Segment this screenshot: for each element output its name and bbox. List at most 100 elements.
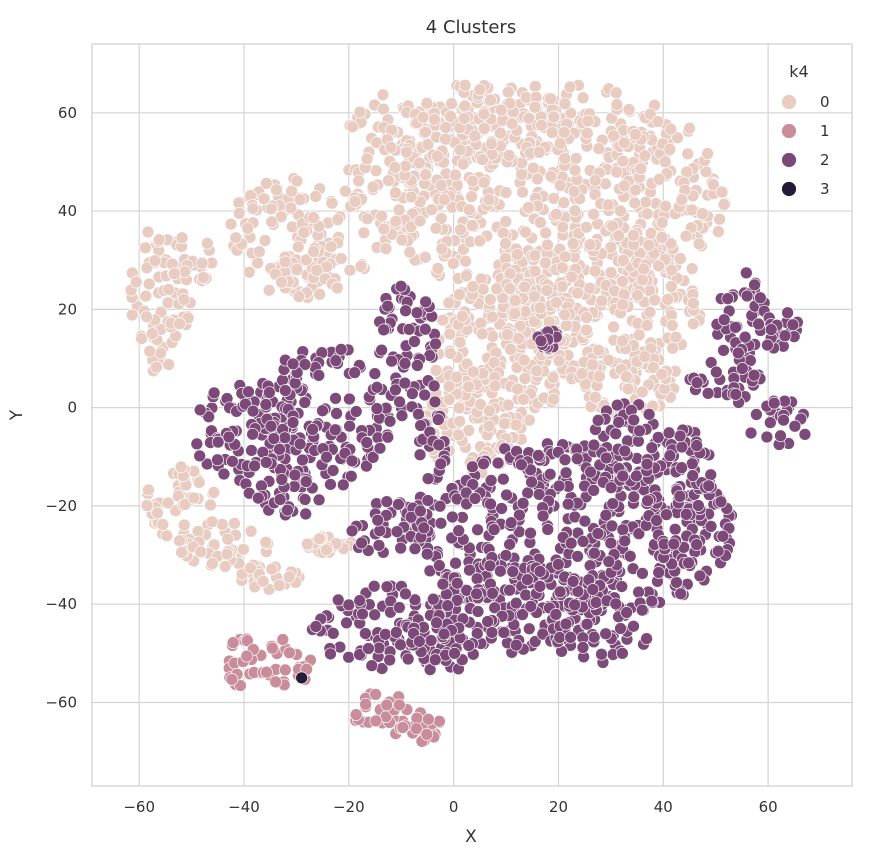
scatter-point-series-2: [571, 550, 584, 563]
scatter-point-series-2: [298, 396, 312, 409]
scatter-point-series-2: [675, 440, 689, 454]
scatter-point-series-2: [559, 617, 573, 631]
scatter-point-series-2: [395, 409, 409, 423]
scatter-point-series-0: [637, 262, 651, 276]
scatter-point-series-0: [452, 401, 466, 415]
scatter-point-series-0: [175, 231, 189, 245]
scatter-point-series-2: [434, 457, 448, 471]
scatter-point-series-0: [540, 284, 554, 297]
scatter-point-series-0: [617, 136, 631, 150]
scatter-point-series-2: [564, 536, 578, 550]
scatter-point-series-0: [517, 393, 530, 406]
scatter-point-series-2: [370, 380, 384, 394]
scatter-point-series-1: [283, 646, 296, 660]
scatter-point-series-0: [334, 252, 348, 265]
scatter-point-series-0: [618, 179, 631, 193]
scatter-point-series-2: [503, 538, 516, 551]
scatter-point-series-0: [576, 91, 590, 105]
scatter-point-series-2: [466, 460, 479, 474]
scatter-point-series-2: [312, 493, 326, 507]
scatter-point-series-0: [282, 570, 296, 584]
scatter-point-series-0: [664, 122, 678, 136]
scatter-point-series-0: [458, 99, 472, 113]
scatter-point-series-0: [360, 212, 374, 226]
scatter-point-series-2: [401, 652, 415, 666]
scatter-point-series-0: [555, 280, 569, 293]
scatter-point-series-0: [241, 222, 255, 235]
scatter-point-series-0: [352, 174, 366, 188]
scatter-point-series-2: [591, 527, 605, 540]
scatter-point-series-0: [442, 380, 456, 393]
scatter-point-series-0: [616, 154, 630, 168]
scatter-point-series-0: [430, 150, 444, 163]
scatter-point-series-0: [501, 398, 515, 412]
scatter-point-series-0: [614, 204, 627, 218]
scatter-point-series-2: [525, 475, 538, 489]
scatter-point-series-0: [140, 261, 154, 275]
scatter-point-series-2: [426, 592, 440, 606]
scatter-point-series-2: [344, 469, 358, 483]
scatter-point-series-2: [353, 594, 367, 607]
scatter-point-series-2: [433, 499, 447, 513]
scatter-point-series-2: [436, 577, 450, 591]
scatter-point-series-2: [470, 572, 484, 586]
scatter-point-series-0: [299, 253, 313, 267]
scatter-point-series-2: [599, 508, 613, 522]
scatter-point-series-0: [452, 428, 465, 442]
scatter-point-series-0: [187, 491, 201, 505]
scatter-point-series-2: [616, 469, 630, 483]
scatter-point-series-2: [747, 368, 761, 382]
scatter-point-series-0: [379, 242, 393, 255]
scatter-point-series-2: [326, 626, 340, 640]
scatter-point-series-0: [544, 92, 557, 106]
scatter-point-series-2: [394, 638, 407, 652]
scatter-point-series-2: [570, 452, 584, 466]
scatter-point-series-2: [417, 521, 431, 535]
scatter-point-series-0: [156, 518, 170, 531]
scatter-point-series-0: [162, 283, 175, 296]
scatter-point-series-2: [450, 576, 464, 590]
scatter-point-series-2: [536, 509, 550, 523]
scatter-point-series-0: [453, 335, 467, 349]
scatter-point-series-0: [404, 220, 418, 234]
scatter-point-series-0: [473, 234, 487, 248]
scatter-point-series-2: [419, 295, 433, 309]
scatter-point-series-0: [544, 169, 558, 183]
scatter-point-series-0: [476, 153, 489, 167]
scatter-point-series-2: [642, 407, 656, 421]
scatter-point-series-2: [471, 523, 484, 537]
scatter-point-series-0: [592, 343, 605, 357]
scatter-point-series-2: [632, 585, 645, 599]
scatter-point-series-2: [259, 456, 273, 469]
scatter-point-series-0: [530, 364, 544, 378]
scatter-point-series-0: [257, 192, 271, 206]
scatter-point-series-1: [369, 714, 383, 728]
scatter-point-series-0: [178, 497, 192, 511]
scatter-point-series-0: [503, 282, 517, 295]
scatter-point-series-0: [707, 178, 720, 192]
scatter-point-series-2: [259, 398, 273, 411]
scatter-point-series-0: [692, 237, 706, 251]
scatter-point-series-0: [586, 358, 599, 371]
scatter-point-series-0: [595, 294, 609, 308]
scatter-point-series-2: [449, 556, 462, 570]
scatter-point-series-0: [419, 168, 433, 181]
scatter-point-series-0: [161, 496, 175, 510]
scatter-point-series-0: [439, 132, 452, 146]
scatter-point-series-0: [453, 143, 467, 157]
scatter-point-series-0: [695, 207, 709, 221]
scatter-point-series-0: [485, 310, 499, 324]
scatter-point-series-0: [499, 215, 513, 228]
legend-marker-1: [781, 123, 797, 139]
scatter-point-series-1: [241, 634, 254, 648]
chart-title: 4 Clusters: [426, 17, 516, 38]
scatter-point-series-1: [260, 665, 273, 679]
scatter-point-series-0: [139, 241, 152, 255]
scatter-point-series-2: [286, 416, 300, 429]
scatter-point-series-2: [299, 475, 313, 488]
scatter-point-series-0: [534, 216, 547, 229]
scatter-point-series-0: [269, 183, 283, 197]
scatter-point-series-0: [607, 129, 621, 143]
scatter-point-series-2: [515, 458, 528, 472]
